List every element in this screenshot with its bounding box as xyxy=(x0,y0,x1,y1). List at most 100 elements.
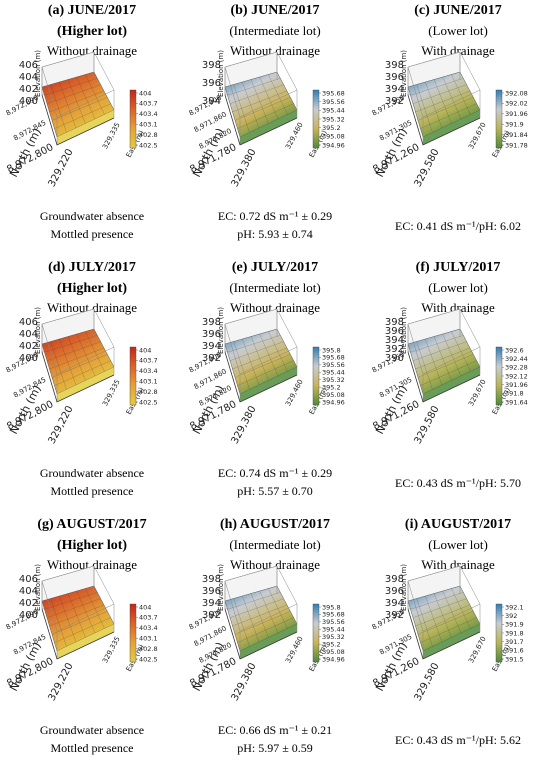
colorbar-label: 392.12 xyxy=(505,372,528,380)
east-tick-label: 329,460 xyxy=(284,121,305,150)
surface-side xyxy=(57,110,114,145)
colorbar-label: 404 xyxy=(139,346,151,354)
panel-title: (f) JULY/2017 xyxy=(416,260,501,275)
z-tick-label: 396 xyxy=(385,586,404,597)
colorbar-label: 391.84 xyxy=(505,131,528,139)
colorbar-label: 392.1 xyxy=(505,603,524,611)
caption: Mottled presence xyxy=(51,227,134,241)
panel-condition: Without drainage xyxy=(230,43,320,58)
z-tick-label: 396 xyxy=(385,326,404,337)
colorbar xyxy=(129,89,137,149)
z-tick-label: 396 xyxy=(202,329,221,340)
z-tick-label: 404 xyxy=(19,72,38,83)
mesh-line xyxy=(420,103,477,129)
panel-title: (c) JUNE/2017 xyxy=(414,3,502,18)
box-base xyxy=(41,608,115,660)
colorbar-label: 395.08 xyxy=(322,648,345,656)
panel-condition: With drainage xyxy=(421,300,495,315)
panel: (i) AUGUST/2017 (Lower lot) With drainage 3… xyxy=(371,517,524,747)
colorbar-label: 392 xyxy=(505,612,517,620)
colorbar-label: 391.9 xyxy=(505,121,524,129)
caption: Mottled presence xyxy=(51,484,134,498)
colorbar-label: 395.8 xyxy=(322,603,341,611)
colorbar xyxy=(312,603,320,663)
panel-condition: With drainage xyxy=(421,557,495,572)
surface-side xyxy=(423,367,480,402)
colorbar-label: 395.68 xyxy=(322,611,345,619)
colorbar-label: 395.2 xyxy=(322,383,341,391)
panel-condition: With drainage xyxy=(421,43,495,58)
colorbar-label: 392.6 xyxy=(505,346,524,354)
z-tick-label: 392 xyxy=(385,344,404,355)
east-tick-label: 329,460 xyxy=(284,378,305,407)
z-tick-label: 396 xyxy=(202,586,221,597)
colorbar-label: 391.96 xyxy=(505,110,528,118)
z-axis-label: Elevation (m) xyxy=(400,50,408,97)
z-tick-label: 398 xyxy=(202,317,221,328)
z-axis-label: Elevation (m) xyxy=(34,564,42,611)
colorbar-label: 392.44 xyxy=(505,355,528,363)
panel-subtitle: (Intermediate lot) xyxy=(229,280,320,295)
panel-title: (e) JULY/2017 xyxy=(232,260,318,275)
colorbar-label: 391.78 xyxy=(505,141,528,149)
colorbar-label: 395.44 xyxy=(322,107,345,115)
box-base xyxy=(41,94,115,146)
caption: Groundwater absence xyxy=(40,209,144,223)
z-tick-label: 394 xyxy=(385,598,404,609)
colorbar xyxy=(129,603,137,663)
z-tick-label: 398 xyxy=(202,60,221,71)
z-axis-label: Elevation (m) xyxy=(34,50,42,97)
z-tick-label: 392 xyxy=(202,353,221,364)
z-axis-label: Elevation (m) xyxy=(400,564,408,611)
colorbar-label: 404 xyxy=(139,89,151,97)
colorbar-label: 391.5 xyxy=(505,655,524,663)
caption: pH: 5.97 ± 0.59 xyxy=(237,741,313,755)
panel: (f) JULY/2017 (Lower lot) With drainage 398… xyxy=(371,260,528,490)
z-tick-label: 402 xyxy=(19,84,38,95)
z-axis-label: Elevation (m) xyxy=(217,564,225,611)
east-tick-label: 329,460 xyxy=(284,635,305,664)
caption: Groundwater absence xyxy=(40,466,144,480)
surface-side xyxy=(240,367,297,402)
box-base xyxy=(41,351,115,403)
panel: (g) AUGUST/2017 (Higher lot) Without drain… xyxy=(5,517,158,755)
east-tick-label: 329,335 xyxy=(101,121,122,150)
z-tick-label: 404 xyxy=(19,329,38,340)
colorbar-label: 391.8 xyxy=(505,390,524,398)
colorbar xyxy=(495,346,503,406)
panel-title: (g) AUGUST/2017 xyxy=(37,517,146,532)
colorbar-label: 391.64 xyxy=(505,398,528,406)
z-tick-label: 400 xyxy=(19,610,38,621)
surface-side xyxy=(57,367,114,402)
colorbar-label: 392.08 xyxy=(505,89,528,97)
colorbar-label: 402.8 xyxy=(139,131,158,139)
colorbar xyxy=(129,346,137,406)
east-tick-label: 329,670 xyxy=(467,378,488,407)
panel-subtitle: (Higher lot) xyxy=(57,281,127,296)
colorbar-label: 395.68 xyxy=(322,89,345,97)
colorbar-label: 404 xyxy=(139,603,151,611)
caption: EC: 0.43 dS m⁻¹/pH: 5.62 xyxy=(395,733,521,747)
colorbar-label: 395.56 xyxy=(322,98,345,106)
z-tick-label: 398 xyxy=(385,60,404,71)
colorbar-label: 403.4 xyxy=(139,367,158,375)
colorbar-label: 391.7 xyxy=(505,638,524,646)
colorbar-label: 391.9 xyxy=(505,621,524,629)
colorbar-label: 395.56 xyxy=(322,618,345,626)
mesh-line xyxy=(420,617,477,643)
mesh-line xyxy=(54,617,111,643)
caption: pH: 5.93 ± 0.74 xyxy=(237,227,313,241)
colorbar-label: 402.8 xyxy=(139,645,158,653)
panel-condition: Without drainage xyxy=(47,43,137,58)
caption: pH: 5.57 ± 0.70 xyxy=(237,484,313,498)
colorbar-label: 403.4 xyxy=(139,624,158,632)
z-axis-label: Elevation (m) xyxy=(400,307,408,354)
colorbar-label: 395.2 xyxy=(322,640,341,648)
colorbar-label: 403.7 xyxy=(139,100,158,108)
mesh-line xyxy=(237,360,294,386)
colorbar-label: 391.6 xyxy=(505,647,524,655)
colorbar-label: 402.8 xyxy=(139,388,158,396)
z-tick-label: 398 xyxy=(385,317,404,328)
surface-side xyxy=(57,624,114,659)
east-tick-label: 329,670 xyxy=(467,121,488,150)
